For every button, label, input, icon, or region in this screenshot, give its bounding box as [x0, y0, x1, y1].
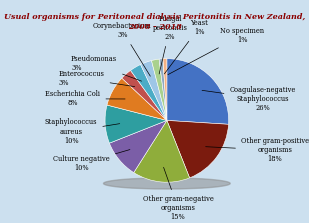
- Ellipse shape: [104, 178, 230, 189]
- Wedge shape: [167, 59, 229, 124]
- Text: Other gram-positive
organisms
18%: Other gram-positive organisms 18%: [205, 137, 309, 163]
- Text: Corynebacterium
3%: Corynebacterium 3%: [93, 22, 152, 76]
- Wedge shape: [130, 64, 167, 120]
- Wedge shape: [163, 59, 167, 120]
- Text: Pseudomonas
3%: Pseudomonas 3%: [71, 55, 142, 81]
- Text: Coagulase-negative
Staphylococcus
26%: Coagulase-negative Staphylococcus 26%: [202, 86, 296, 112]
- Text: Culture negative
10%: Culture negative 10%: [53, 150, 130, 172]
- Wedge shape: [134, 120, 190, 182]
- Text: Enterococcus
3%: Enterococcus 3%: [59, 70, 135, 87]
- Text: Staphylococcus
aureus
10%: Staphylococcus aureus 10%: [45, 118, 120, 145]
- Wedge shape: [167, 120, 229, 178]
- Wedge shape: [159, 59, 167, 120]
- Wedge shape: [151, 59, 167, 120]
- Text: No specimen
1%: No specimen 1%: [168, 27, 264, 75]
- Wedge shape: [141, 61, 167, 120]
- Text: Usual organisms for Peritoneal dialysis Peritonitis in New Zealand, 2008 - 2018: Usual organisms for Peritoneal dialysis …: [4, 13, 305, 31]
- Text: Fungal
peritonitis
2%: Fungal peritonitis 2%: [153, 14, 187, 74]
- Text: Other gram-negative
organisms
15%: Other gram-negative organisms 15%: [142, 167, 214, 221]
- Wedge shape: [122, 70, 167, 120]
- Wedge shape: [109, 120, 167, 173]
- Wedge shape: [105, 105, 167, 143]
- Wedge shape: [107, 78, 167, 120]
- Text: Yeast
1%: Yeast 1%: [164, 19, 208, 74]
- Text: Escherichia Coli
8%: Escherichia Coli 8%: [45, 90, 125, 107]
